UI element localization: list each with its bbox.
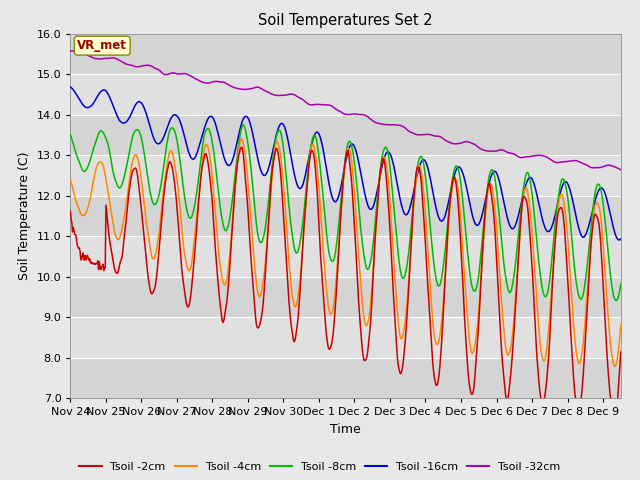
Legend: Tsoil -2cm, Tsoil -4cm, Tsoil -8cm, Tsoil -16cm, Tsoil -32cm: Tsoil -2cm, Tsoil -4cm, Tsoil -8cm, Tsoi… (75, 458, 565, 477)
Bar (70, 236, 621, 277)
Text: VR_met: VR_met (77, 39, 127, 52)
Bar (70, 34, 621, 74)
Bar (70, 358, 621, 398)
Y-axis label: Soil Temperature (C): Soil Temperature (C) (18, 152, 31, 280)
Bar (70, 317, 621, 358)
Title: Soil Temperatures Set 2: Soil Temperatures Set 2 (259, 13, 433, 28)
Bar (70, 196, 621, 236)
Bar (70, 74, 621, 115)
Bar (70, 155, 621, 196)
Bar (70, 277, 621, 317)
X-axis label: Time: Time (330, 423, 361, 436)
Bar (70, 115, 621, 155)
